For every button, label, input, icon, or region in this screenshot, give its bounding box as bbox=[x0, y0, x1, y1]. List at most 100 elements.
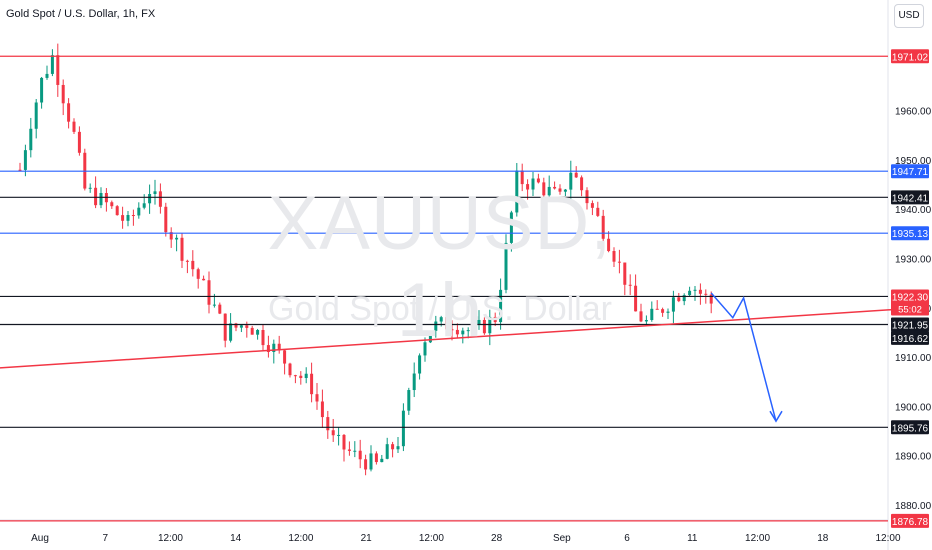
candle-body bbox=[499, 289, 503, 323]
candle-body bbox=[666, 311, 670, 313]
x-tick-label: 7 bbox=[102, 533, 108, 544]
candle-body bbox=[553, 186, 557, 189]
candle-body bbox=[88, 187, 92, 189]
candle-body bbox=[234, 323, 238, 328]
x-tick-label: 12:00 bbox=[745, 533, 770, 544]
candle-body bbox=[326, 417, 330, 431]
candle-body bbox=[126, 215, 130, 221]
candle-body bbox=[202, 278, 206, 281]
candle-body bbox=[207, 280, 211, 305]
candle-body bbox=[299, 375, 303, 379]
candle-body bbox=[520, 170, 524, 185]
price-badge-label: 1876.78 bbox=[892, 517, 929, 528]
x-tick-label: 6 bbox=[624, 533, 630, 544]
candle-body bbox=[661, 309, 665, 313]
candle-body bbox=[536, 178, 540, 183]
candle-body bbox=[688, 290, 692, 296]
y-tick-label: 1910.00 bbox=[895, 353, 932, 364]
candle-body bbox=[358, 450, 362, 460]
candle-body bbox=[704, 293, 708, 295]
candle-body bbox=[434, 321, 438, 331]
y-tick-label: 1900.00 bbox=[895, 402, 932, 413]
candle-body bbox=[353, 450, 357, 452]
candle-body bbox=[212, 304, 216, 306]
x-tick-label: 11 bbox=[687, 533, 698, 544]
candle-body bbox=[590, 203, 594, 208]
candle-body bbox=[169, 232, 173, 240]
candle-body bbox=[369, 453, 373, 470]
candle-body bbox=[158, 191, 162, 207]
candle-body bbox=[364, 459, 368, 470]
candle-body bbox=[391, 444, 395, 450]
candle-body bbox=[196, 269, 200, 279]
candle-body bbox=[115, 206, 119, 216]
candle-body bbox=[72, 121, 76, 132]
candle-body bbox=[331, 430, 335, 436]
candle-body bbox=[50, 55, 54, 74]
candle-body bbox=[617, 261, 621, 263]
candle-body bbox=[245, 325, 249, 328]
candle-body bbox=[304, 373, 308, 379]
candle-body bbox=[293, 375, 297, 377]
candle-body bbox=[272, 343, 276, 353]
candle-body bbox=[439, 317, 443, 322]
candle-body bbox=[709, 294, 713, 304]
candle-body bbox=[509, 212, 513, 243]
candle-body bbox=[45, 73, 49, 78]
x-tick-label: Aug bbox=[31, 533, 49, 544]
candle-body bbox=[56, 55, 60, 85]
candle-body bbox=[337, 434, 341, 436]
candle-body bbox=[569, 172, 573, 190]
candle-body bbox=[671, 297, 675, 312]
currency-button[interactable]: USD bbox=[894, 4, 924, 28]
candle-body bbox=[121, 215, 125, 221]
candle-body bbox=[515, 170, 519, 213]
candle-body bbox=[412, 373, 416, 391]
candle-body bbox=[698, 289, 702, 294]
price-badge bbox=[891, 420, 929, 435]
candle-body bbox=[601, 215, 605, 239]
x-tick-label: 12:00 bbox=[158, 533, 183, 544]
candle-body bbox=[40, 77, 44, 103]
chart-title: Gold Spot / U.S. Dollar, 1h, FX bbox=[6, 8, 156, 20]
candle-body bbox=[229, 323, 233, 341]
candle-body bbox=[644, 320, 648, 322]
price-badge-label: 1922.30 bbox=[892, 292, 929, 303]
candle-body bbox=[61, 84, 65, 104]
candle-body bbox=[191, 260, 195, 270]
candle-body bbox=[148, 194, 152, 204]
price-badge bbox=[891, 164, 929, 179]
candle-body bbox=[223, 313, 227, 341]
candle-body bbox=[466, 330, 470, 332]
candle-body bbox=[407, 390, 411, 411]
candle-body bbox=[596, 207, 600, 216]
candle-body bbox=[682, 295, 686, 302]
candle-body bbox=[283, 350, 287, 364]
price-badge-label: 1942.41 bbox=[892, 193, 929, 204]
projection-arrowhead bbox=[769, 410, 783, 423]
candle-body bbox=[472, 324, 476, 331]
price-badge bbox=[891, 513, 929, 528]
candle-body bbox=[623, 262, 627, 285]
x-tick-label: 21 bbox=[361, 533, 373, 544]
price-badge bbox=[891, 226, 929, 241]
candle-body bbox=[531, 178, 535, 190]
price-badge bbox=[891, 289, 929, 316]
candle-body bbox=[526, 184, 530, 190]
candle-body bbox=[428, 330, 432, 343]
candle-body bbox=[239, 325, 243, 328]
x-tick-label: Sep bbox=[553, 533, 571, 544]
candle-body bbox=[67, 103, 71, 122]
candle-body bbox=[180, 237, 184, 261]
candle-body bbox=[342, 434, 346, 450]
price-badge bbox=[891, 330, 929, 345]
candle-body bbox=[320, 401, 324, 418]
price-badge bbox=[891, 317, 929, 332]
candle-body bbox=[256, 330, 260, 335]
candle-body bbox=[401, 410, 405, 447]
candle-body bbox=[142, 203, 146, 208]
candle-body bbox=[482, 319, 486, 334]
price-badge-label: 1921.95 bbox=[892, 320, 929, 331]
candle-body bbox=[310, 373, 314, 395]
